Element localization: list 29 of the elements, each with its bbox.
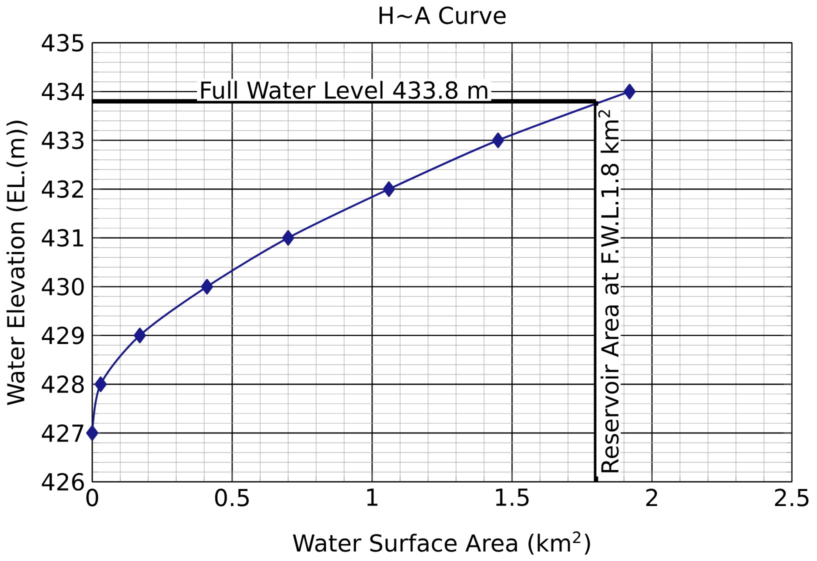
y-tick-label: 435: [42, 34, 84, 52]
y-axis-title: Water Elevation (EL.(m)): [6, 120, 28, 406]
x-tick-label: 0.5: [215, 488, 249, 506]
point: [134, 328, 146, 344]
point: [492, 132, 504, 148]
point: [624, 84, 636, 100]
point: [86, 425, 98, 441]
y-tick-label: 430: [42, 278, 84, 296]
point: [382, 181, 395, 197]
ref-line-label: Full Water Level 433.8 m: [201, 80, 488, 99]
point: [200, 278, 214, 294]
x-axis-title: Water Surface Area (km$^{2}$): [292, 531, 590, 555]
y-tick-label: 432: [42, 180, 84, 198]
x-tick-label: 1: [367, 488, 378, 506]
y-tick-label: 427: [42, 424, 84, 442]
y-tick-label: 431: [42, 229, 84, 247]
y-tick-label: 426: [42, 472, 84, 491]
x-tick-label: 2: [646, 488, 658, 506]
y-tick-label: 433: [42, 131, 84, 150]
chart-title: H~A Curve: [380, 6, 506, 24]
ref-line-label: Reservoir Area at F.W.L.1.8 km$^{2}$: [598, 110, 619, 472]
x-tick-label: 0: [86, 488, 98, 506]
x-tick-label: 2.5: [775, 488, 808, 506]
point: [282, 230, 294, 246]
point: [94, 376, 107, 392]
x-tick-label: 1.5: [496, 488, 529, 506]
y-tick-label: 428: [42, 375, 84, 394]
y-tick-label: 434: [42, 82, 84, 100]
y-tick-label: 429: [42, 326, 84, 344]
